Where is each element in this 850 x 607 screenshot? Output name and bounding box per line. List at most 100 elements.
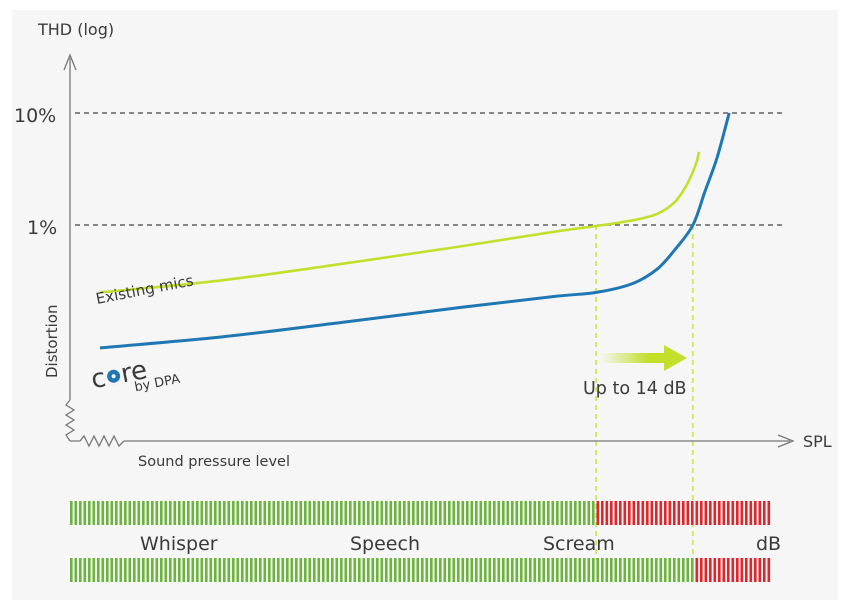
x-axis-break bbox=[70, 434, 125, 448]
meter-segment bbox=[209, 501, 213, 525]
meter-segment bbox=[223, 558, 226, 582]
meter-segment bbox=[241, 558, 244, 582]
meter-segment bbox=[169, 501, 172, 525]
meter-segment bbox=[439, 558, 442, 582]
meter-segment bbox=[673, 558, 676, 582]
meter-segment bbox=[376, 501, 379, 525]
meter-segment bbox=[376, 558, 379, 582]
meter-segment bbox=[614, 558, 618, 582]
meter-segment bbox=[268, 501, 271, 525]
meter-segment bbox=[187, 501, 190, 525]
meter-segment bbox=[88, 558, 91, 582]
y-tick-10pct: 10% bbox=[14, 105, 56, 127]
meter-segment bbox=[245, 501, 249, 525]
meter-segment bbox=[605, 558, 609, 582]
meter-segment bbox=[704, 501, 708, 525]
meter-segment bbox=[371, 558, 375, 582]
meter-segment bbox=[398, 558, 402, 582]
meter-segment bbox=[470, 501, 474, 525]
meter-segment bbox=[151, 558, 154, 582]
meter-segment bbox=[106, 558, 109, 582]
meter-segment bbox=[713, 558, 717, 582]
annotation-up-to-14db: Up to 14 dB bbox=[583, 379, 687, 399]
meter-segment bbox=[277, 501, 280, 525]
meter-segment bbox=[610, 501, 613, 525]
meter-segment bbox=[655, 558, 658, 582]
meter-segment bbox=[538, 501, 541, 525]
meter-segment bbox=[304, 501, 307, 525]
meter-segment bbox=[547, 558, 550, 582]
meter-segment bbox=[614, 501, 618, 525]
meter-segment bbox=[587, 558, 591, 582]
meter-segment bbox=[97, 558, 100, 582]
meter-segment bbox=[628, 501, 631, 525]
meter-segment bbox=[250, 501, 253, 525]
meter-segment bbox=[254, 558, 258, 582]
core-by-dpa-logo: core by DPA bbox=[89, 355, 182, 395]
meter-segment bbox=[754, 558, 757, 582]
meter-segment bbox=[493, 501, 496, 525]
meter-segment bbox=[592, 558, 595, 582]
meter-segment bbox=[178, 501, 181, 525]
meter-segment bbox=[344, 501, 348, 525]
meter-segment bbox=[601, 558, 604, 582]
meter-segment bbox=[421, 501, 424, 525]
meter-segment bbox=[83, 558, 87, 582]
meter-segment bbox=[137, 558, 141, 582]
meter-segment bbox=[677, 558, 681, 582]
meter-segment bbox=[601, 501, 604, 525]
meter-segment bbox=[506, 558, 510, 582]
meter-segment bbox=[506, 501, 510, 525]
meter-segment bbox=[79, 558, 82, 582]
meter-segment bbox=[326, 558, 330, 582]
meter-segment bbox=[92, 558, 96, 582]
meter-segment bbox=[551, 501, 555, 525]
meter-segment bbox=[731, 558, 735, 582]
meter-segment bbox=[650, 501, 654, 525]
meter-segment bbox=[412, 558, 415, 582]
meter-segment bbox=[758, 501, 762, 525]
meter-segment bbox=[335, 558, 339, 582]
meter-segment bbox=[101, 558, 105, 582]
meter-segment bbox=[403, 558, 406, 582]
meter-segment bbox=[367, 501, 370, 525]
meter-segment bbox=[560, 501, 564, 525]
meter-segment bbox=[223, 501, 226, 525]
meter-segment bbox=[727, 501, 730, 525]
meter-segment bbox=[115, 558, 118, 582]
meter-segment bbox=[461, 501, 465, 525]
meter-segment bbox=[556, 558, 559, 582]
meter-segment bbox=[452, 501, 456, 525]
meter-segment bbox=[475, 501, 478, 525]
meter-segment bbox=[749, 558, 753, 582]
meter-segment bbox=[259, 501, 262, 525]
meter-segment bbox=[542, 501, 546, 525]
meter-segment bbox=[466, 558, 469, 582]
meter-segment bbox=[353, 558, 357, 582]
meter-segment bbox=[637, 501, 640, 525]
meter-segment bbox=[497, 558, 501, 582]
meter-segment bbox=[493, 558, 496, 582]
meter-segment bbox=[722, 558, 726, 582]
meter-segment bbox=[529, 501, 532, 525]
meter-segment bbox=[596, 558, 600, 582]
x-axis-arrowhead bbox=[777, 434, 795, 448]
meter-segment bbox=[160, 501, 163, 525]
meter-segment bbox=[137, 501, 141, 525]
meter-segment bbox=[605, 501, 609, 525]
meter-segment bbox=[173, 501, 177, 525]
meter-segment bbox=[682, 501, 685, 525]
meter-segment bbox=[646, 501, 649, 525]
meter-segment bbox=[578, 501, 582, 525]
meter-segment bbox=[173, 558, 177, 582]
y-axis-arrowhead bbox=[63, 53, 77, 71]
meter-segment bbox=[124, 501, 127, 525]
meter-segment bbox=[623, 558, 627, 582]
meter-segment bbox=[308, 558, 312, 582]
meter-segment bbox=[380, 558, 384, 582]
meter-segment bbox=[92, 501, 96, 525]
meter-segment bbox=[209, 558, 213, 582]
meter-segment bbox=[277, 558, 280, 582]
meter-segment bbox=[155, 558, 159, 582]
